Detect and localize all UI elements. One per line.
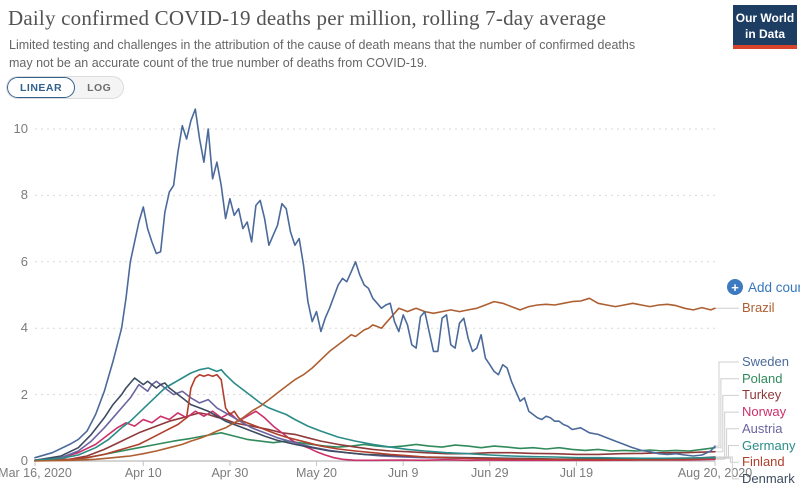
series-line-turkey	[34, 412, 716, 462]
y-tick-label: 8	[20, 187, 28, 203]
x-tick-label: Apr 10	[124, 466, 162, 480]
legend-label-germany[interactable]: Germany	[742, 437, 796, 453]
linear-button[interactable]: LINEAR	[7, 77, 76, 98]
owid-logo-line1: Our World	[735, 11, 795, 25]
legend-leader-line	[716, 445, 739, 459]
series-line-brazil	[34, 297, 716, 462]
y-tick-label: 10	[13, 121, 28, 136]
legend-label-finland[interactable]: Finland	[742, 454, 785, 470]
x-tick-label: Jun 9	[387, 466, 419, 480]
legend-label-sweden[interactable]: Sweden	[742, 354, 789, 369]
page-title: Daily confirmed COVID-19 deaths per mill…	[8, 6, 607, 30]
series-line-poland	[34, 431, 716, 462]
page-subtitle: Limited testing and challenges in the at…	[9, 38, 636, 70]
legend-label-brazil[interactable]: Brazil	[742, 300, 775, 316]
add-countries-label: Add countries	[748, 279, 800, 295]
legend-leader-line	[716, 361, 739, 447]
series-line-norway	[34, 410, 716, 462]
legend-label-turkey[interactable]: Turkey	[742, 387, 782, 403]
x-tick-label: Jun 29	[471, 466, 509, 480]
series-line-germany	[34, 367, 716, 462]
add-countries-button[interactable]: + Add countries	[727, 279, 800, 295]
series-line-finland	[34, 373, 716, 462]
log-button[interactable]: LOG	[75, 77, 123, 98]
y-tick-label: 4	[20, 320, 28, 336]
y-tick-label: 0	[20, 453, 28, 468]
scale-toggle: LINEAR LOG	[6, 76, 125, 99]
series-line-sweden	[34, 108, 716, 459]
legend-label-denmark[interactable]: Denmark	[742, 470, 795, 486]
legend-leader-line	[716, 457, 739, 463]
legend-label-austria[interactable]: Austria	[742, 420, 783, 436]
x-tick-label: Aug 20, 2020	[677, 466, 753, 480]
legend-leader-line	[716, 411, 739, 460]
legend-label-poland[interactable]: Poland	[742, 370, 783, 386]
legend-leader-line	[716, 378, 739, 449]
y-tick-label: 2	[20, 386, 28, 402]
x-tick-label: Apr 30	[211, 466, 249, 480]
owid-logo-line2: in Data	[744, 26, 785, 41]
x-tick-label: Mar 16, 2020	[0, 466, 72, 480]
x-tick-label: May 20	[296, 466, 338, 480]
plus-icon: +	[727, 279, 743, 295]
x-tick-label: Jul 19	[559, 466, 594, 480]
legend-label-norway[interactable]: Norway	[742, 404, 787, 420]
legend-leader-line	[716, 394, 739, 453]
y-tick-label: 6	[20, 253, 28, 269]
owid-logo[interactable]: Our World in Data	[733, 5, 797, 49]
legend-leader-line	[716, 456, 739, 480]
